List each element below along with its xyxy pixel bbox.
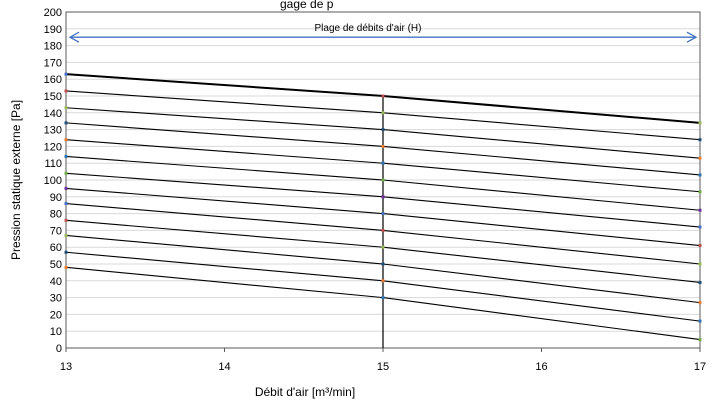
range-arrow-right-head — [686, 31, 698, 43]
y-tick-label: 200 — [44, 7, 62, 19]
data-point — [698, 208, 702, 212]
data-point — [698, 262, 702, 266]
y-tick-label: 130 — [44, 125, 62, 137]
chart-title-partial: gage de p — [280, 0, 334, 11]
y-tick-label: 20 — [50, 309, 62, 321]
data-point — [64, 72, 68, 76]
x-tick-label: 14 — [218, 361, 230, 373]
data-point — [698, 338, 702, 342]
y-tick-label: 120 — [44, 141, 62, 153]
data-point — [698, 280, 702, 284]
y-tick-label: 100 — [44, 175, 62, 187]
data-point — [381, 128, 385, 132]
y-tick-label: 40 — [50, 276, 62, 288]
data-point — [381, 296, 385, 300]
y-tick-label: 180 — [44, 41, 62, 53]
data-point — [64, 89, 68, 93]
y-tick-label: 90 — [50, 192, 62, 204]
data-point — [698, 244, 702, 248]
y-tick-label: 140 — [44, 108, 62, 120]
data-point — [64, 250, 68, 254]
y-axis-title: Pression statique externe [Pa] — [9, 100, 23, 260]
range-annotation-label: Plage de débits d'air (H) — [315, 23, 422, 34]
y-tick-label: 190 — [44, 24, 62, 36]
data-point — [381, 195, 385, 199]
data-point — [698, 190, 702, 194]
x-tick-label: 17 — [694, 361, 706, 373]
data-point — [381, 144, 385, 148]
data-point — [381, 262, 385, 266]
data-point — [381, 178, 385, 182]
y-tick-label: 60 — [50, 242, 62, 254]
data-point — [381, 212, 385, 216]
y-tick-label: 170 — [44, 57, 62, 69]
series-markers — [64, 72, 702, 342]
x-tick-label: 15 — [377, 361, 389, 373]
tick-labels: 0 10 20 30 40 50 60 70 80 90 100 110 120 130 140 150 160… — [44, 7, 706, 373]
data-point — [381, 228, 385, 232]
y-tick-label: 0 — [56, 343, 62, 355]
data-point — [64, 138, 68, 142]
y-tick-label: 10 — [50, 326, 62, 338]
range-annotation: Plage de débits d'air (H) — [68, 23, 698, 43]
x-axis-title: Débit d'air [m³/min] — [255, 385, 355, 399]
y-tick-label: 150 — [44, 91, 62, 103]
data-point — [64, 186, 68, 190]
y-tick-label: 110 — [44, 158, 62, 170]
data-point — [381, 279, 385, 283]
data-point — [64, 171, 68, 175]
x-tick-label: 13 — [60, 361, 72, 373]
data-point — [64, 265, 68, 269]
data-point — [698, 138, 702, 142]
data-point — [381, 245, 385, 249]
data-point — [64, 202, 68, 206]
data-point — [698, 301, 702, 305]
data-point — [698, 225, 702, 229]
data-point — [381, 161, 385, 165]
data-point — [64, 154, 68, 158]
y-tick-label: 80 — [50, 209, 62, 221]
y-tick-label: 70 — [50, 225, 62, 237]
y-tick-label: 50 — [50, 259, 62, 271]
data-point — [698, 156, 702, 160]
data-point — [381, 111, 385, 115]
data-point — [64, 218, 68, 222]
y-tick-label: 160 — [44, 74, 62, 86]
x-tick-label: 16 — [535, 361, 547, 373]
data-point — [381, 94, 385, 98]
data-point — [698, 173, 702, 177]
data-point — [64, 233, 68, 237]
range-arrow-left-head — [68, 31, 80, 43]
data-point — [698, 319, 702, 323]
data-point — [64, 106, 68, 110]
y-tick-label: 30 — [50, 293, 62, 305]
data-point — [64, 121, 68, 125]
data-point — [698, 121, 702, 125]
